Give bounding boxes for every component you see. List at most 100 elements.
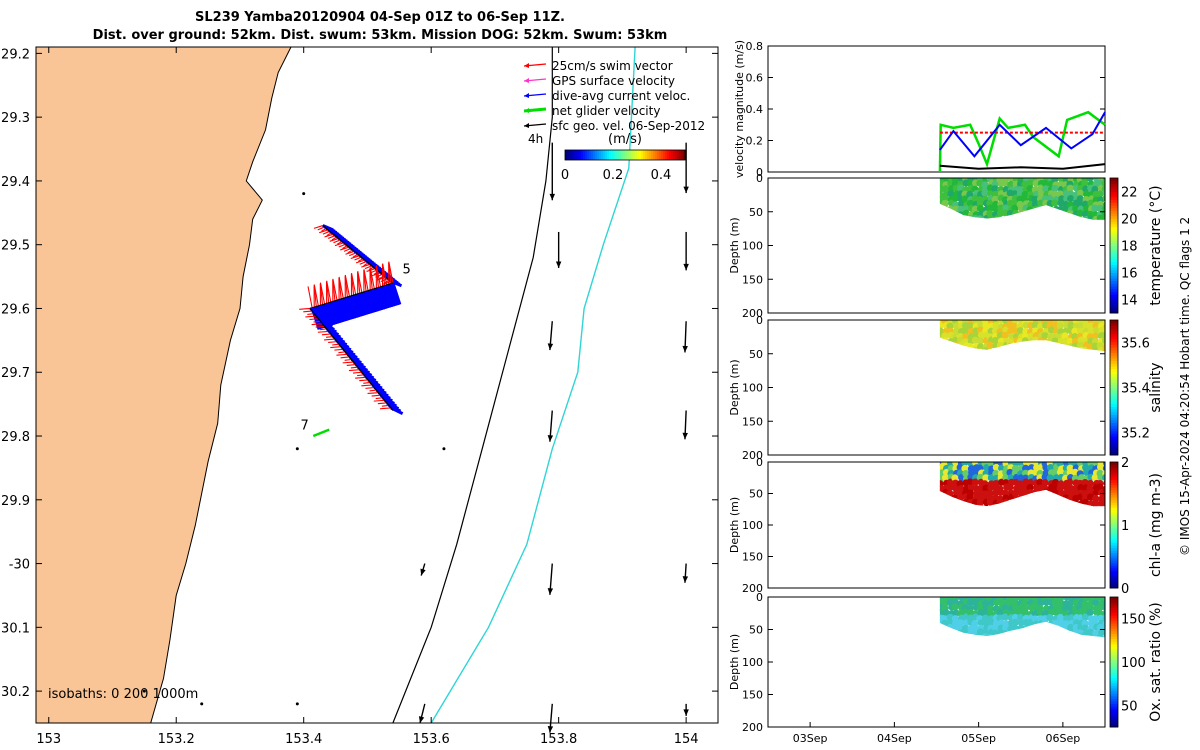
dive-avg-vector bbox=[358, 292, 369, 316]
colorbar-cell bbox=[1110, 489, 1118, 493]
section-cell bbox=[1046, 474, 1054, 482]
colorbar-cell bbox=[1110, 194, 1118, 198]
colorbar-cell bbox=[1110, 322, 1118, 326]
swim-vector bbox=[324, 233, 334, 238]
colorbar-cell bbox=[1110, 371, 1118, 375]
section-cell bbox=[941, 194, 949, 202]
swim-vector bbox=[350, 255, 360, 260]
isobath-label: isobaths: 0 200 1000m bbox=[48, 687, 198, 702]
colorbar-cell bbox=[1110, 417, 1118, 421]
swim-vector bbox=[313, 320, 321, 323]
colorbar-cell bbox=[663, 150, 666, 160]
colorbar-cell bbox=[629, 150, 632, 160]
colorbar-cell bbox=[1110, 425, 1118, 429]
x-tick-label: 05Sep bbox=[961, 732, 996, 745]
colorbar-cell bbox=[673, 150, 676, 160]
section-cell bbox=[997, 597, 1006, 602]
colorbar-tick-label: 1 bbox=[1121, 519, 1129, 534]
section-cell bbox=[1016, 608, 1024, 616]
colorbar-cell bbox=[1110, 607, 1118, 611]
section-cell bbox=[991, 336, 1000, 345]
geo-vector-head bbox=[682, 345, 688, 353]
colorbar-cell bbox=[1110, 698, 1118, 702]
swim-vector bbox=[324, 338, 335, 341]
section-cell bbox=[1092, 488, 1100, 496]
colorbar-cell bbox=[1110, 256, 1118, 260]
colorbar-cell bbox=[1110, 202, 1118, 206]
swim-vector bbox=[330, 346, 342, 349]
dive-avg-vector bbox=[379, 286, 389, 309]
colorbar-cell bbox=[1110, 562, 1118, 566]
legend-swatch-head bbox=[524, 78, 529, 83]
colorbar-cell bbox=[1110, 422, 1118, 426]
plot-title: SL239 Yamba20120904 04-Sep 01Z to 06-Sep… bbox=[195, 10, 565, 25]
section-cell bbox=[1096, 190, 1104, 198]
colorbar-cell bbox=[1110, 599, 1118, 603]
colorbar-cell bbox=[1110, 580, 1118, 584]
dive-avg-vector bbox=[381, 285, 391, 309]
colorbar-cell bbox=[1110, 328, 1118, 332]
colorbar-cell bbox=[621, 150, 624, 160]
glider-track-segment bbox=[322, 225, 394, 284]
colorbar-cell bbox=[1110, 275, 1118, 279]
colorbar-cell bbox=[585, 150, 588, 160]
section-cell bbox=[1011, 603, 1020, 611]
swim-vector bbox=[336, 240, 343, 245]
section-cell bbox=[1102, 320, 1105, 324]
swim-vector bbox=[369, 389, 377, 392]
colorbar-cell bbox=[595, 150, 598, 160]
colorbar-cell bbox=[1110, 577, 1118, 581]
dive-avg-vector bbox=[335, 299, 346, 323]
colorbar-cell bbox=[1110, 479, 1118, 483]
swim-vector bbox=[347, 249, 353, 254]
colorbar-cell bbox=[641, 150, 644, 160]
colorbar-cell bbox=[583, 150, 586, 160]
section-y-label: Depth (m) bbox=[728, 497, 741, 553]
colorbar-cell bbox=[1110, 714, 1118, 718]
y-tick-label: 0 bbox=[756, 314, 763, 327]
isobath-200 bbox=[392, 47, 553, 724]
swim-vector bbox=[348, 369, 360, 372]
colorbar-cell bbox=[1110, 492, 1118, 496]
colorbar-cell bbox=[1110, 575, 1118, 579]
colorbar-cell bbox=[1110, 436, 1118, 440]
section-cell bbox=[1102, 597, 1105, 601]
swim-vector bbox=[367, 392, 379, 395]
section-cell bbox=[966, 190, 974, 198]
colorbar-cell bbox=[1110, 344, 1118, 348]
section-cell bbox=[986, 204, 995, 212]
section-cell bbox=[1071, 327, 1079, 335]
section-cell bbox=[1022, 478, 1030, 486]
section-cell bbox=[976, 204, 985, 213]
swim-vector bbox=[357, 258, 364, 262]
swim-vector bbox=[344, 358, 352, 361]
swim-vector bbox=[361, 263, 371, 268]
section-cell bbox=[1051, 199, 1059, 207]
section-cell bbox=[1017, 462, 1026, 467]
colorbar-cell bbox=[1110, 232, 1118, 236]
colorbar-cell bbox=[1110, 349, 1118, 353]
colorbar-cell bbox=[1110, 507, 1118, 511]
colorbar-cell bbox=[667, 150, 670, 160]
swim-vector bbox=[345, 250, 355, 255]
swim-vector bbox=[376, 276, 387, 281]
map-frame bbox=[35, 46, 719, 724]
colorbar-cell bbox=[1110, 384, 1118, 388]
section-cell bbox=[1092, 599, 1100, 607]
colorbar-cell bbox=[1110, 617, 1118, 621]
colorbar-cell bbox=[1110, 685, 1118, 689]
swim-vector bbox=[321, 227, 327, 232]
section-cell bbox=[951, 194, 960, 202]
colorbar-cell bbox=[1110, 560, 1118, 564]
section-data bbox=[939, 462, 1105, 507]
colorbar-tick-label: 0.4 bbox=[651, 168, 672, 183]
colorbar-cell bbox=[1110, 363, 1118, 367]
dive-avg-vector bbox=[352, 294, 362, 318]
colorbar-cell bbox=[1110, 330, 1118, 334]
colorbar-cell bbox=[1110, 669, 1118, 673]
colorbar-frame bbox=[564, 149, 686, 161]
net-velocity-vector bbox=[312, 428, 330, 438]
colorbar-cell bbox=[1110, 540, 1118, 544]
